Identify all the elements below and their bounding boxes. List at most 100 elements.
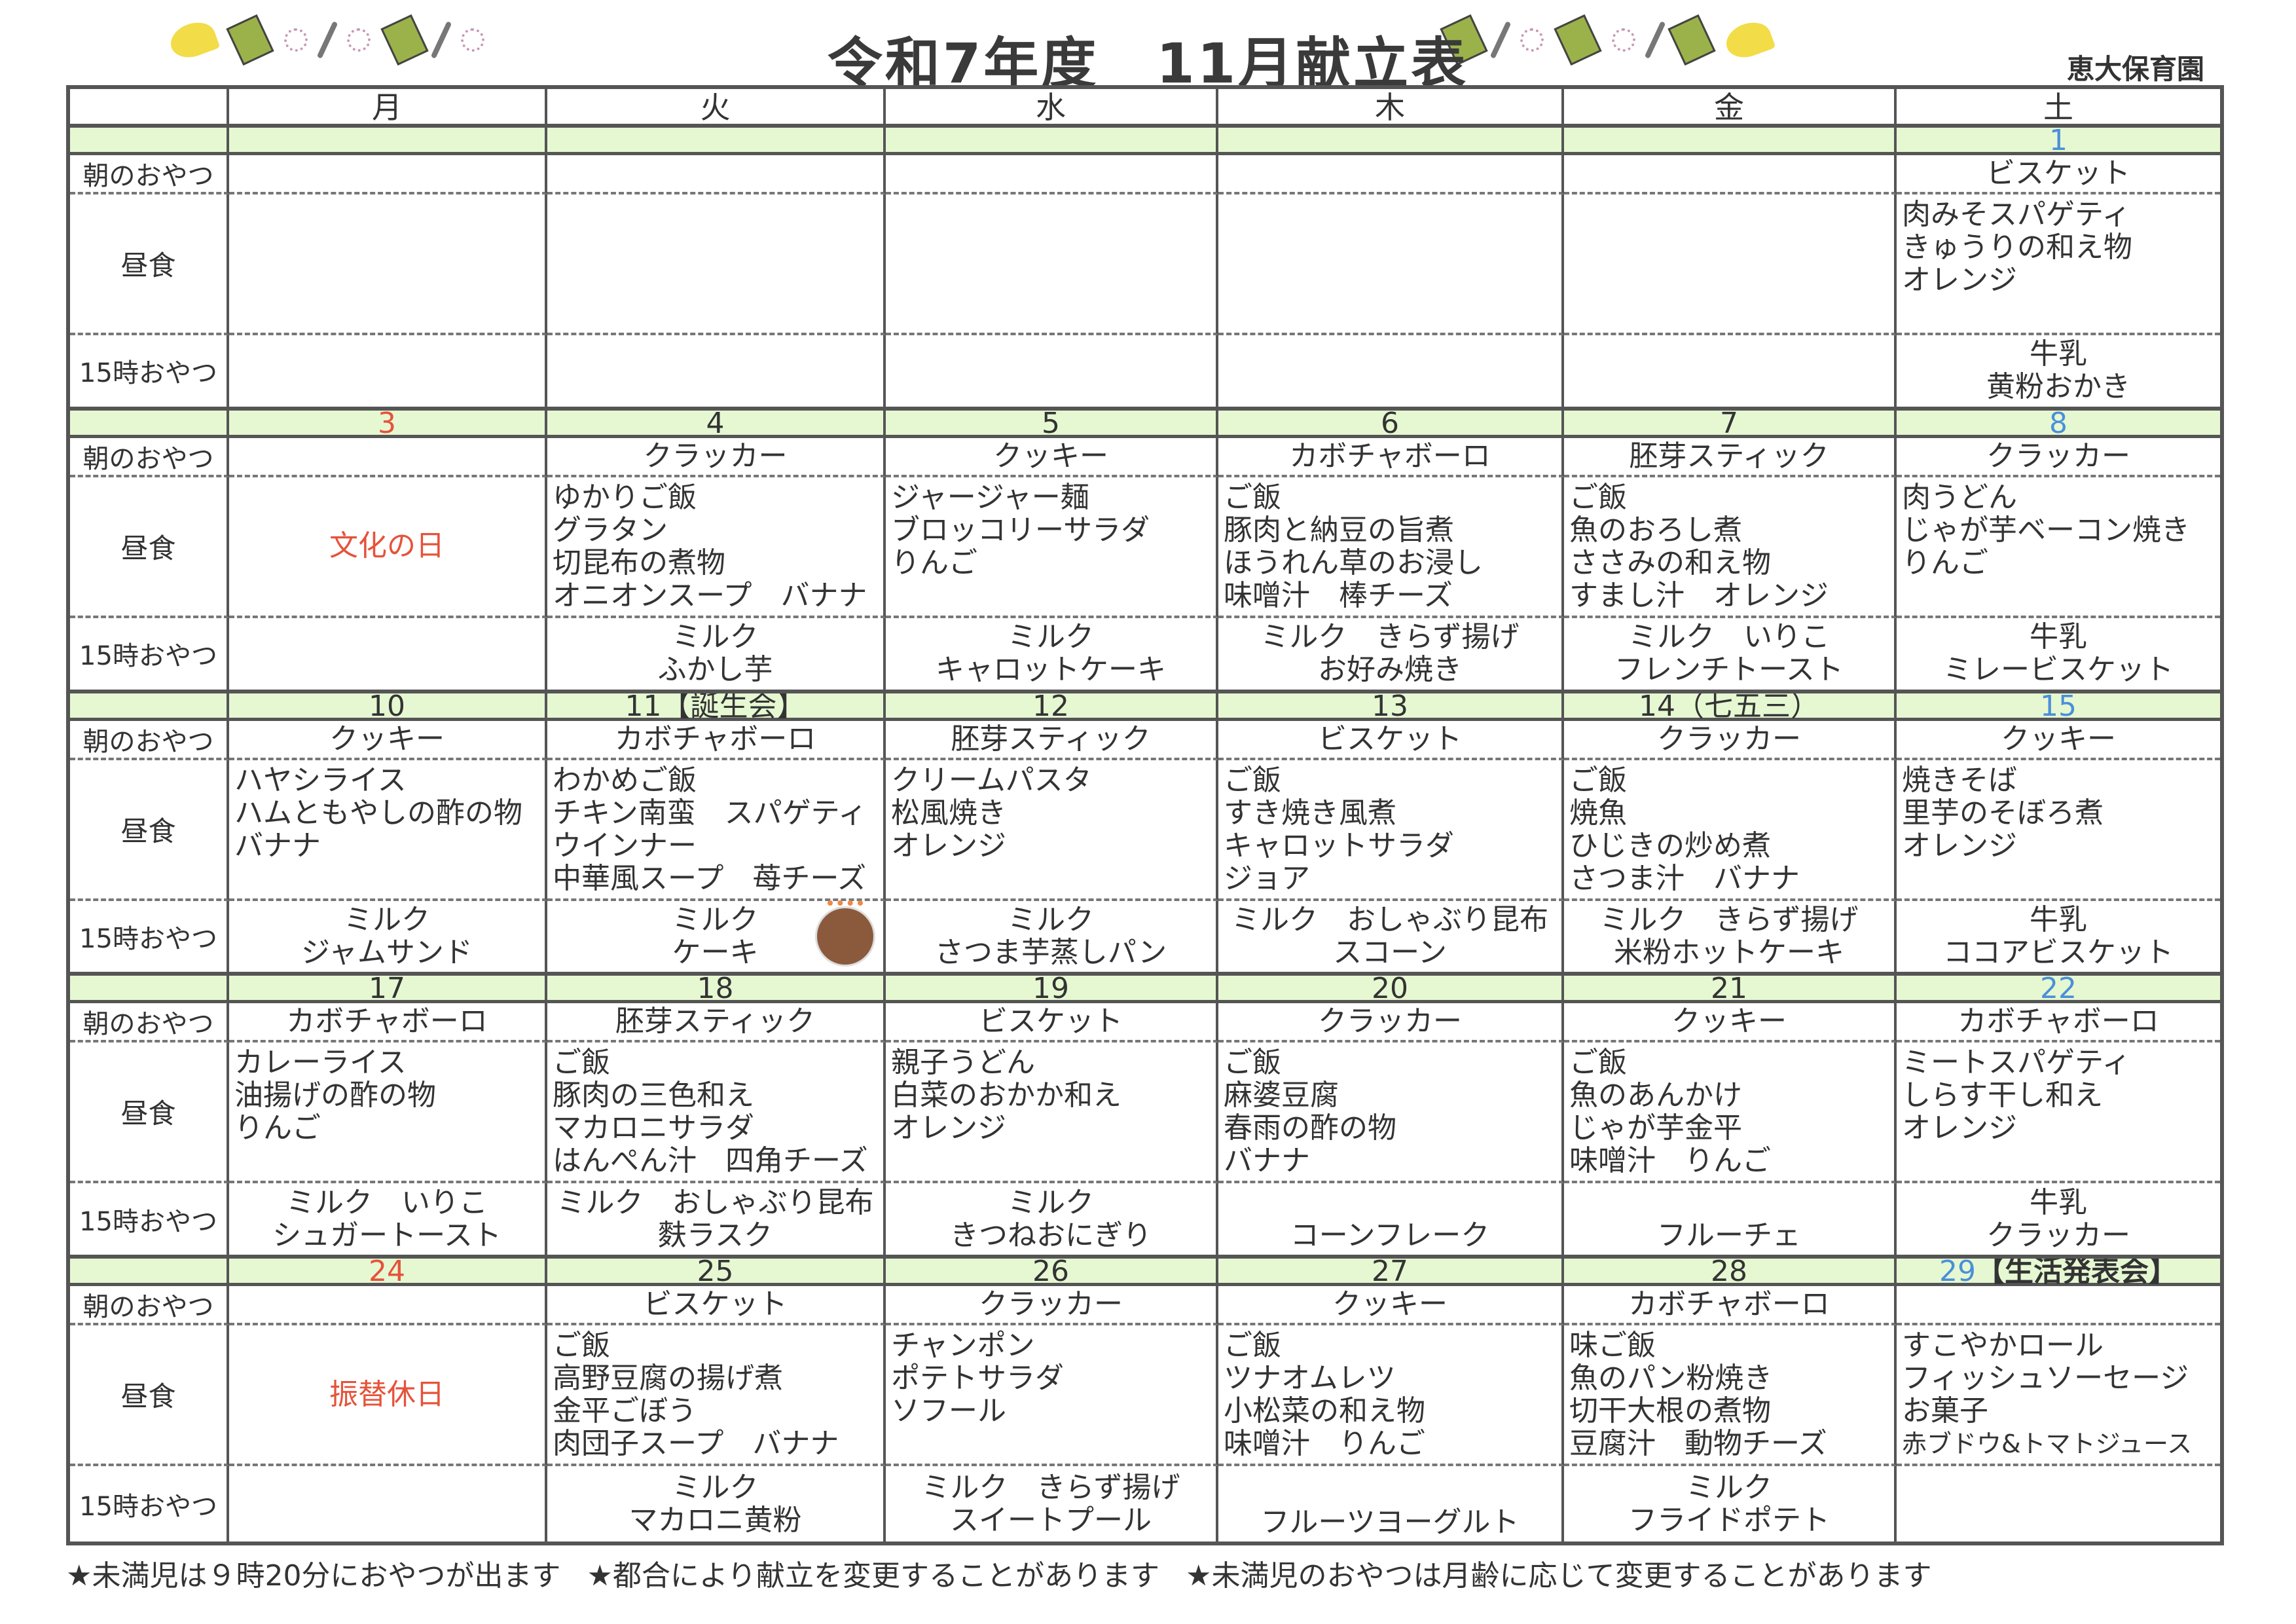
afternoon-snack-cell: ミルク フライドポテト <box>1564 1466 1897 1541</box>
lunch-item: オレンジ <box>891 1111 1006 1145</box>
afternoon-snack-cell: フルーツヨーグルト <box>1218 1466 1564 1541</box>
date-label-cell <box>70 693 229 721</box>
date-number: 6 <box>1381 406 1399 440</box>
flower-icon <box>1612 28 1635 52</box>
lunch-cell: 親子うどん 白菜のおかか和え オレンジ <box>886 1043 1218 1184</box>
afternoon-snack-cell <box>547 335 886 411</box>
afternoon-snack-item: ミルク <box>1686 1470 1772 1504</box>
date-number: 26 <box>1032 1255 1069 1289</box>
morning-snack-cell: クッキー <box>1564 1003 1897 1043</box>
date-number: 21 <box>1711 972 1747 1006</box>
lunch-cell: ご飯 高野豆腐の揚げ煮 金平ごぼう 肉団子スープ バナナ <box>547 1325 886 1467</box>
lunch-item: 魚のパン粉焼き <box>1569 1361 1773 1395</box>
morning-snack-cell <box>229 155 547 194</box>
lunch-item: すき焼き風煮 <box>1224 796 1396 830</box>
date-cell: 18 <box>547 974 886 1004</box>
row-label-pm: 15時おやつ <box>70 335 229 411</box>
morning-snack-cell: カボチャボーロ <box>1897 1003 2220 1043</box>
afternoon-snack-item: ミルク <box>1008 1185 1094 1219</box>
lunch-cell: ご飯 焼魚 ひじきの炒め煮 さつま汁 バナナ <box>1564 760 1897 901</box>
row-label-snack: 朝のおやつ <box>70 1003 229 1043</box>
date-cell: 13 <box>1218 692 1564 721</box>
row-label-pm: 15時おやつ <box>70 1466 229 1541</box>
afternoon-snack-item: ミルク <box>1008 620 1094 654</box>
afternoon-snack-cell: ミルク おしゃぶり昆布 スコーン <box>1218 900 1564 976</box>
lunch-cell: わかめご飯 チキン南蛮 スパゲティ ウインナー 中華風スープ 苺チーズ <box>547 760 886 901</box>
afternoon-snack-item: ミレービスケット <box>1943 653 2174 687</box>
date-cell: 26 <box>886 1257 1218 1287</box>
row-label-pm: 15時おやつ <box>70 900 229 976</box>
afternoon-snack-item: キャロットケーキ <box>936 653 1166 687</box>
date-label-cell <box>70 976 229 1004</box>
lunch-item: 松風焼き <box>891 796 1006 830</box>
lunch-item: バナナ <box>1224 1144 1310 1178</box>
date-cell: 15 <box>1897 689 2220 723</box>
date-number: 18 <box>697 972 734 1006</box>
date-cell: 1 <box>1897 126 2220 155</box>
lunch-item: 赤ブドウ&トマトジュース <box>1902 1430 2193 1459</box>
afternoon-snack-cell: ミルク さつま芋蒸しパン <box>886 900 1218 976</box>
date-cell: 6 <box>1218 409 1564 438</box>
afternoon-snack-item: ミルク <box>344 902 430 936</box>
lunch-item: ブロッコリーサラダ <box>891 513 1150 547</box>
lunch-cell: ご飯 魚のあんかけ じゃが芋金平 味噌汁 りんご <box>1564 1043 1897 1184</box>
lunch-item: ゆかりご飯 <box>553 480 697 514</box>
lunch-item: マカロニサラダ <box>553 1111 754 1145</box>
date-cell: 7 <box>1564 409 1897 438</box>
date-cell: 3 <box>229 409 547 438</box>
date-cell: 8 <box>1897 409 2220 438</box>
lunch-item: じゃが芋ベーコン焼き <box>1902 513 2190 547</box>
lunch-item: ほうれん草のお浸し <box>1224 545 1483 580</box>
decoration-left <box>166 14 484 66</box>
lunch-cell: ご飯 すき焼き風煮 キャロットサラダ ジョア <box>1218 760 1564 901</box>
afternoon-snack-item: コーンフレーク <box>1290 1219 1490 1253</box>
lunch-item: 里芋のそぼろ煮 <box>1902 796 2104 830</box>
lunch-item: はんぺん汁 四角チーズ <box>553 1144 868 1178</box>
morning-snack-cell <box>1897 1286 2220 1326</box>
lunch-item: しらす干し和え <box>1902 1079 2104 1113</box>
morning-snack-cell: クラッカー <box>886 1286 1218 1326</box>
afternoon-snack-cell <box>1564 335 1897 411</box>
lunch-item: さつま汁 バナナ <box>1569 861 1800 895</box>
lunch-item: 魚のおろし煮 <box>1569 513 1742 547</box>
afternoon-snack-item: お好み焼き <box>1318 653 1462 687</box>
menu-table: 月火水木金土 1 朝のおやつ ビスケット 昼食 肉みそスパゲティ きゅうりの和え物 オレンジ 1… <box>66 85 2224 1545</box>
afternoon-snack-item: ふかし芋 <box>657 653 773 687</box>
date-cell: 25 <box>547 1257 886 1287</box>
date-number: 20 <box>1372 972 1408 1006</box>
lunch-item: 小松菜の和え物 <box>1224 1394 1425 1428</box>
lunch-item: 油揚げの酢の物 <box>234 1079 436 1113</box>
lunch-item: ソフール <box>891 1394 1006 1428</box>
afternoon-snack-item: フルーチェ <box>1657 1219 1801 1253</box>
row-label-lunch: 昼食 <box>70 1325 229 1467</box>
lunch-item: 春雨の酢の物 <box>1224 1111 1396 1145</box>
footer-note: ★未満児のおやつは月齢に応じて変更することがあります <box>1186 1559 1932 1593</box>
date-cell: 14（七五三） <box>1564 692 1897 721</box>
afternoon-snack-item: さつま芋蒸しパン <box>934 935 1167 969</box>
afternoon-snack-item: ミルク きらず揚げ <box>1260 620 1520 654</box>
afternoon-snack-item: ミルク <box>1008 902 1094 936</box>
date-cell: 28 <box>1564 1257 1897 1287</box>
morning-snack-cell: ビスケット <box>547 1286 886 1326</box>
lunch-item: ご飯 <box>1569 763 1627 797</box>
row-label-pm: 15時おやつ <box>70 1183 229 1259</box>
afternoon-snack-item: ミルク きらず揚げ <box>1599 902 1859 936</box>
flower-icon <box>1520 28 1544 52</box>
lunch-item: ポテトサラダ <box>891 1361 1064 1395</box>
lunch-item: 味噌汁 りんご <box>1224 1427 1425 1461</box>
date-cell: 11【誕生会】 <box>547 692 886 721</box>
date-number: 15 <box>2040 689 2077 723</box>
date-cell: 20 <box>1218 974 1564 1004</box>
lunch-item: フィッシュソーセージ <box>1902 1361 2189 1395</box>
lunch-item: ご飯 <box>1224 480 1281 514</box>
lunch-item: すまし汁 オレンジ <box>1569 578 1829 612</box>
date-number: 1 <box>2049 124 2068 157</box>
lunch-item: ハヤシライス <box>234 763 407 797</box>
afternoon-snack-cell: フルーチェ <box>1564 1183 1897 1259</box>
morning-snack-cell: クッキー <box>1218 1286 1564 1326</box>
holiday-label: 文化の日 <box>229 477 547 618</box>
lunch-item: 切昆布の煮物 <box>553 545 725 580</box>
afternoon-snack-cell <box>1897 1466 2220 1541</box>
lunch-item: ご飯 <box>553 1046 610 1080</box>
date-number: 25 <box>697 1255 734 1289</box>
